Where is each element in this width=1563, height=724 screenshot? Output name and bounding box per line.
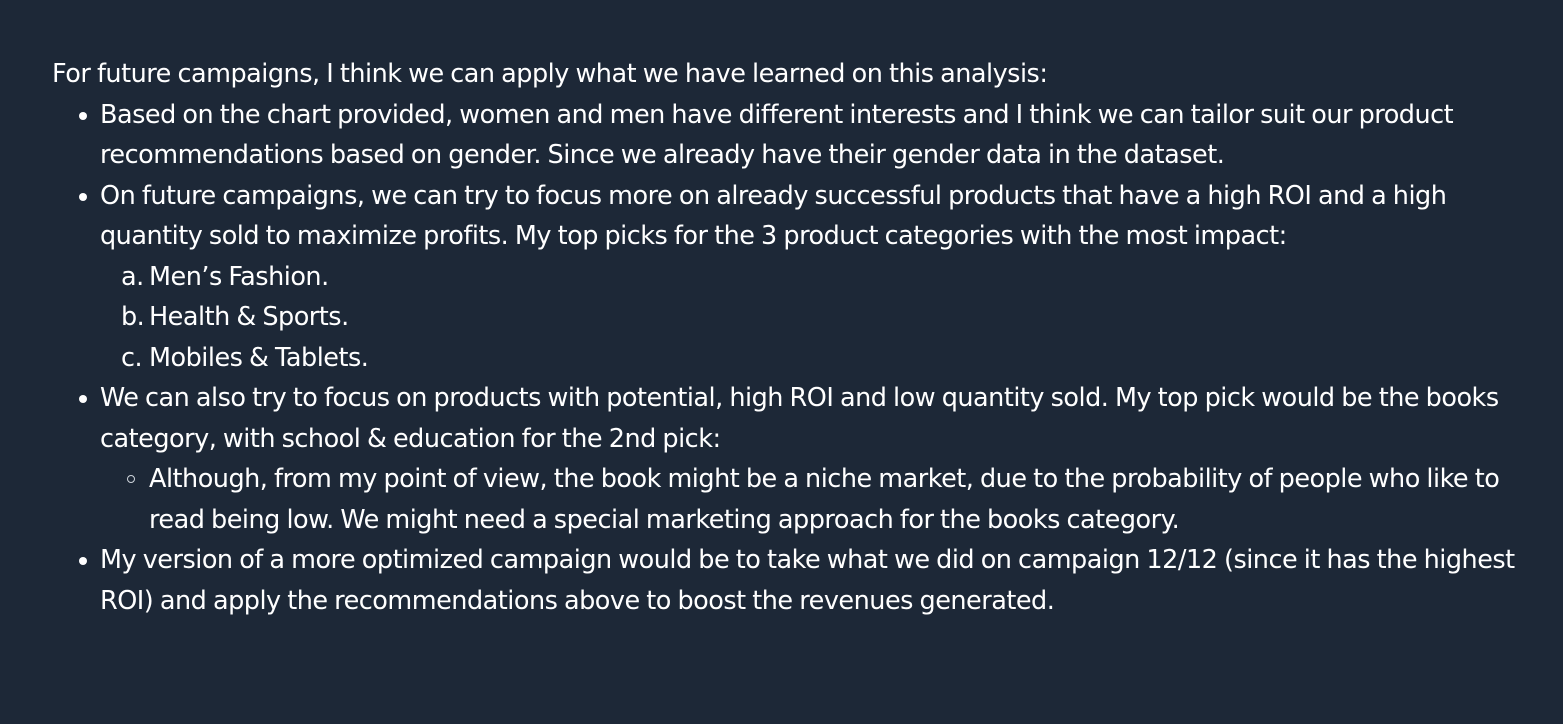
top-pick-item: b. Health & Sports. xyxy=(121,297,1532,338)
recommendation-list: Based on the chart provided, women and m… xyxy=(52,95,1532,622)
list-item: On future campaigns, we can try to focus… xyxy=(79,176,1532,379)
list-item-text: Based on the chart provided, women and m… xyxy=(100,99,1454,171)
top-pick-item: c. Mobiles & Tablets. xyxy=(121,338,1532,379)
list-item: We can also try to focus on products wit… xyxy=(79,378,1532,540)
top-pick-text: Men’s Fashion. xyxy=(149,261,329,292)
list-marker: a. xyxy=(121,261,144,292)
sub-bullet-text: Although, from my point of view, the boo… xyxy=(149,464,1500,535)
top-pick-text: Mobiles & Tablets. xyxy=(149,342,369,373)
top-picks-list: a. Men’s Fashion. b. Health & Sports. c.… xyxy=(100,257,1532,379)
list-item: My version of a more optimized campaign … xyxy=(79,540,1532,621)
sub-bullet-item: Although, from my point of view, the boo… xyxy=(127,459,1532,540)
sub-bullet-list: Although, from my point of view, the boo… xyxy=(100,459,1532,540)
list-item: Based on the chart provided, women and m… xyxy=(79,95,1532,176)
list-marker: b. xyxy=(121,302,145,332)
top-pick-text: Health & Sports. xyxy=(149,302,349,332)
intro-paragraph: For future campaigns, I think we can app… xyxy=(52,59,1048,89)
top-pick-item: a. Men’s Fashion. xyxy=(121,257,1532,298)
list-item-text: My version of a more optimized campaign … xyxy=(100,545,1515,616)
list-item-text: We can also try to focus on products wit… xyxy=(100,383,1499,454)
document-body: For future campaigns, I think we can app… xyxy=(52,54,1532,621)
list-marker: c. xyxy=(121,342,143,373)
list-item-text: On future campaigns, we can try to focus… xyxy=(100,180,1447,252)
